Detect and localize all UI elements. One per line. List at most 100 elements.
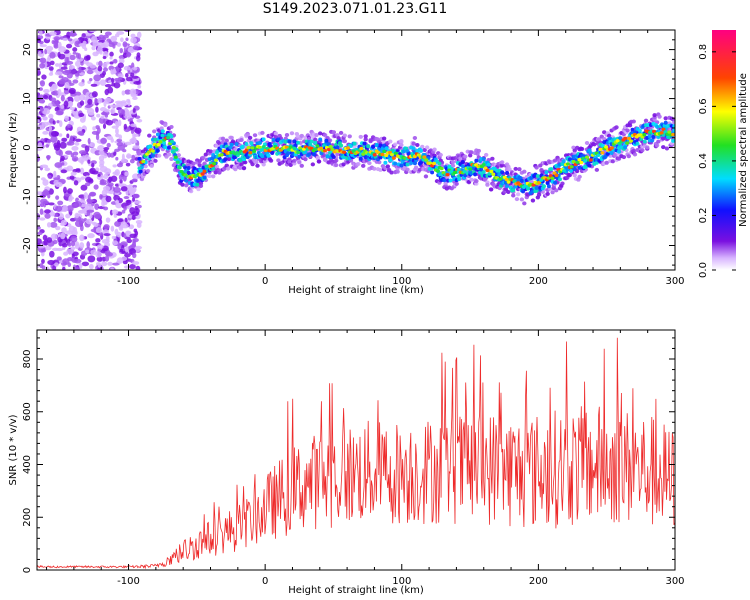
spectrogram-y-tick-label: -10 (22, 188, 33, 204)
spectrogram-band-cell (577, 165, 582, 170)
noise-cell (123, 206, 127, 211)
noise-cell (37, 92, 41, 97)
noise-cell (131, 214, 136, 221)
noise-cell (118, 58, 125, 64)
spectrogram-halo-cell (318, 131, 323, 136)
spectrogram-y-tick-label: 0 (22, 144, 33, 150)
noise-cell (125, 76, 133, 82)
spectrogram-band-cell (587, 163, 592, 168)
noise-cell (79, 167, 85, 175)
spectrogram-halo-cell (363, 134, 368, 139)
spectrogram-halo-cell (572, 148, 577, 153)
noise-cell (60, 232, 66, 240)
noise-cell (84, 182, 91, 187)
spectrogram-peak-cell (661, 127, 666, 132)
noise-cell (81, 261, 90, 267)
noise-cell (102, 55, 107, 60)
noise-cell (129, 233, 137, 239)
noise-cell (66, 205, 74, 212)
noise-cell (120, 186, 128, 192)
spectrogram-halo-cell (405, 167, 410, 172)
noise-cell (117, 62, 124, 68)
noise-cell (84, 145, 90, 153)
noise-cell (110, 138, 114, 143)
noise-cell (119, 248, 124, 253)
spectrogram-halo-cell (247, 135, 253, 140)
noise-cell (57, 88, 62, 96)
spectrogram-band-cell (138, 169, 143, 174)
spectrogram-frame (36, 29, 676, 271)
noise-cell (115, 100, 123, 105)
spectrogram-halo-cell (239, 162, 244, 167)
spectrogram-halo-cell (166, 152, 172, 157)
spectrogram-halo-cell (220, 136, 226, 141)
spectrogram-x-tick-label: 100 (392, 276, 411, 287)
noise-cell (66, 165, 74, 172)
noise-cell (47, 259, 55, 266)
noise-cell (129, 263, 136, 270)
spectrogram-halo-cell (530, 198, 536, 203)
spectrogram-halo-cell (621, 155, 627, 160)
noise-cell (85, 218, 93, 225)
noise-cell (110, 267, 114, 270)
noise-cell (131, 211, 140, 217)
spectrogram-halo-cell (356, 161, 361, 166)
spectrogram-peak-cell (150, 149, 155, 153)
spectrogram-halo-cell (631, 119, 636, 124)
noise-cell (80, 61, 84, 66)
spectrogram-halo-cell (507, 167, 512, 172)
noise-cell (58, 79, 66, 85)
spectrogram-band-cell (437, 161, 442, 166)
spectrogram-band-cell (377, 147, 382, 152)
noise-cell (87, 98, 93, 105)
spectrogram-halo-cell (469, 150, 474, 155)
spectrogram-halo-cell (550, 190, 555, 195)
spectrogram-x-tick-label: 0 (262, 276, 268, 287)
noise-cell (102, 67, 109, 72)
noise-cell (101, 200, 105, 208)
spectrogram-halo-cell (534, 165, 539, 170)
noise-cell (37, 154, 40, 162)
noise-cell (57, 200, 64, 206)
noise-cell (135, 219, 143, 225)
noise-cell (39, 217, 46, 221)
spectrogram-band-cell (505, 171, 510, 176)
snr-y-tick-label: 600 (22, 402, 33, 421)
noise-cell (104, 88, 110, 96)
spectrogram-band-cell (155, 148, 160, 153)
noise-cell (98, 60, 103, 67)
noise-cell (81, 43, 87, 50)
noise-cell (113, 82, 121, 89)
spectrogram-band-cell (412, 161, 417, 166)
noise-cell (102, 40, 110, 48)
spectrogram-band-cell (460, 164, 465, 169)
spectrogram-halo-cell (336, 136, 341, 141)
noise-cell (61, 137, 68, 142)
spectrogram-band-cell (405, 162, 410, 167)
spectrogram-halo-cell (322, 133, 328, 138)
noise-cell (113, 151, 117, 156)
spectrogram-band-cell (541, 184, 546, 189)
noise-cell (130, 128, 135, 135)
noise-cell (68, 225, 76, 233)
spectrogram-peak-cell (583, 159, 588, 163)
spectrogram-halo-cell (149, 164, 154, 169)
noise-cell (54, 162, 63, 168)
noise-cell (132, 193, 140, 199)
spectrogram-halo-cell (276, 158, 281, 163)
spectrogram-band-cell (519, 178, 524, 183)
noise-cell (66, 248, 74, 255)
noise-cell (46, 155, 50, 161)
spectrogram-peak-cell (328, 145, 333, 149)
spectrogram-halo-cell (522, 201, 527, 206)
spectrogram-halo-cell (393, 142, 398, 147)
spectrogram-halo-cell (243, 160, 248, 165)
spectrogram-band-cell (650, 138, 655, 143)
noise-cell (43, 89, 50, 94)
noise-cell (44, 167, 51, 172)
noise-cell (62, 205, 68, 212)
noise-cell (76, 169, 81, 173)
noise-cell (103, 206, 109, 211)
noise-cell (98, 150, 105, 156)
